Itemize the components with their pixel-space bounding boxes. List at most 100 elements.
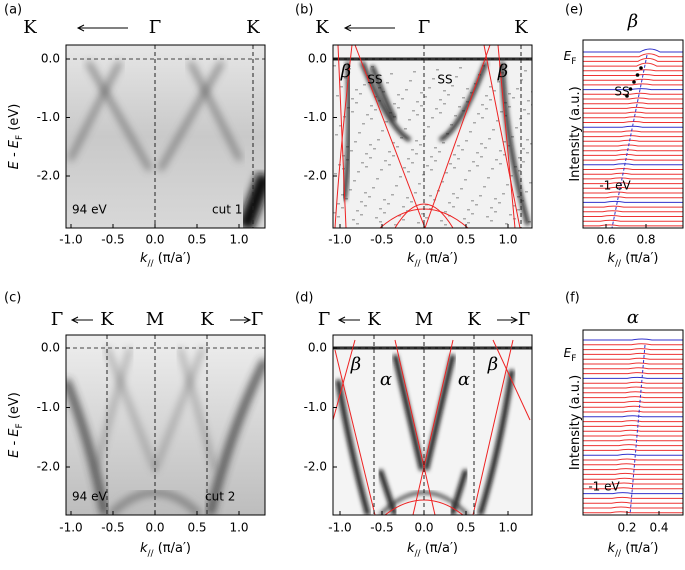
frame — [332, 44, 533, 229]
image-noise — [415, 140, 418, 142]
annotation: cut 1 — [212, 203, 242, 217]
image-noise — [356, 210, 359, 212]
image-noise — [485, 95, 488, 97]
symmetry-point: K — [315, 17, 329, 38]
image-feature — [583, 362, 683, 365]
image-feature — [632, 80, 636, 84]
image-feature — [583, 386, 683, 389]
x-tick-label: 0.0 — [145, 521, 164, 535]
image-feature — [510, 316, 519, 324]
annotation: 94 eV — [72, 203, 107, 217]
image-feature — [583, 487, 683, 490]
symmetry-point: M — [146, 309, 164, 330]
image-noise — [525, 191, 528, 193]
image-noise — [450, 124, 453, 126]
image-noise — [417, 222, 420, 224]
image-noise — [471, 213, 474, 215]
x-tick-label: 0.4 — [649, 521, 668, 535]
image-noise — [369, 157, 372, 159]
image-feature — [583, 200, 683, 203]
image-feature — [157, 60, 225, 172]
image-feature — [66, 378, 109, 515]
image-feature — [438, 61, 488, 142]
image-noise — [426, 165, 429, 167]
image-feature — [583, 139, 683, 142]
image-noise — [503, 141, 506, 143]
image-feature — [334, 45, 353, 228]
axis-label: k// (π/a′) — [407, 251, 458, 269]
image-noise — [377, 139, 380, 141]
x-tick-label: -0.5 — [370, 233, 393, 247]
image-noise — [480, 156, 483, 158]
image-noise — [453, 167, 456, 169]
image-noise — [500, 111, 503, 113]
image-noise — [349, 189, 352, 191]
image-feature — [583, 338, 683, 341]
image-feature — [629, 344, 646, 515]
image-noise — [467, 209, 470, 211]
image-feature — [583, 434, 683, 437]
x-tick-label: 1.0 — [229, 521, 248, 535]
image-noise — [399, 176, 402, 178]
image-noise — [498, 202, 501, 204]
image-noise — [502, 193, 505, 195]
image-noise — [496, 120, 499, 122]
x-tick-label: 0.5 — [187, 521, 206, 535]
image-feature — [583, 116, 683, 119]
image-noise — [508, 93, 511, 95]
image-feature — [583, 492, 683, 495]
image-noise — [335, 134, 338, 136]
image-noise — [490, 220, 493, 222]
image-feature — [583, 168, 683, 170]
image-feature — [423, 354, 456, 471]
image-noise — [489, 86, 492, 88]
image-noise — [406, 197, 409, 199]
image-feature — [583, 381, 683, 384]
image-noise — [357, 171, 360, 173]
axis-label-part: E - E — [7, 139, 22, 169]
image-noise — [395, 185, 398, 187]
axis-label-part: F — [15, 423, 25, 428]
annotation: α — [380, 369, 392, 390]
image-noise — [420, 92, 423, 94]
image-noise — [380, 169, 383, 171]
image-noise — [373, 148, 376, 150]
image-feature — [583, 429, 683, 432]
image-noise — [490, 207, 493, 209]
axis-label-part: F — [571, 57, 576, 67]
image-feature — [611, 54, 648, 228]
y-tick-label: -2.0 — [304, 169, 327, 183]
image-noise — [352, 219, 355, 221]
image-noise — [465, 140, 468, 142]
image-noise — [402, 206, 405, 208]
image-noise — [393, 103, 396, 105]
image-noise — [363, 84, 366, 86]
image-noise — [460, 188, 463, 190]
axis-label: Intensity (a.u.) — [568, 86, 583, 181]
image-noise — [528, 221, 531, 223]
axis-label-part: (eV) — [7, 104, 22, 135]
image-noise — [484, 147, 487, 149]
image-noise — [475, 204, 478, 206]
image-noise — [430, 156, 433, 158]
image-noise — [419, 144, 422, 146]
axis-label-part: k — [407, 541, 415, 556]
panel-title: β — [627, 11, 638, 32]
image-feature — [583, 448, 683, 451]
image-noise — [390, 73, 393, 75]
image-noise — [365, 166, 368, 168]
symmetry-point: K — [200, 309, 214, 330]
image-noise — [438, 151, 441, 153]
image-noise — [452, 206, 455, 208]
image-feature — [412, 339, 454, 515]
image-feature — [583, 196, 683, 199]
image-feature — [583, 83, 683, 86]
image-noise — [369, 144, 372, 146]
image-noise — [435, 108, 438, 110]
axis-label-part: k — [140, 251, 148, 266]
image-noise — [444, 211, 447, 213]
annotation: β — [487, 354, 498, 375]
annotation: -1 eV — [588, 480, 620, 494]
image-noise — [355, 89, 358, 91]
image-feature — [583, 463, 683, 466]
